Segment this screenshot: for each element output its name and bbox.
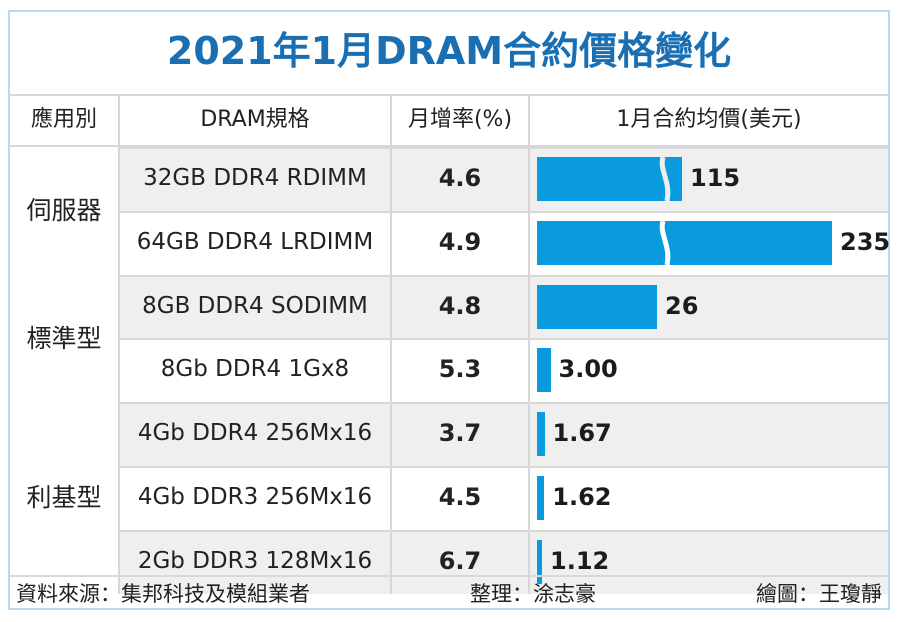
footer-artist: 繪圖：王瓊靜 (756, 582, 882, 606)
spec-cell: 2Gb DDR3 128Mx16 (137, 547, 373, 574)
rate-cell: 6.7 (438, 546, 482, 575)
row-divider (10, 274, 888, 277)
column-divider (528, 95, 530, 594)
rate-cell: 4.9 (438, 227, 482, 256)
bar-break-mark (659, 156, 671, 201)
price-bar (537, 220, 832, 265)
row-divider (120, 338, 888, 341)
footer-editor: 整理：涂志豪 (470, 582, 596, 606)
header-category: 應用別 (10, 95, 118, 145)
price-bar (537, 348, 551, 393)
column-divider (390, 95, 392, 594)
price-label: 115 (690, 164, 741, 192)
title-divider (10, 94, 888, 96)
price-bar (537, 475, 545, 520)
price-bar (537, 412, 545, 457)
row-background (120, 466, 888, 530)
row-divider (120, 529, 888, 532)
row-background (120, 274, 888, 339)
spec-cell: 32GB DDR4 RDIMM (143, 165, 367, 191)
spec-cell: 4Gb DDR3 256Mx16 (137, 484, 373, 510)
row-divider (10, 147, 888, 149)
price-label: 235 (840, 227, 891, 256)
row-divider (120, 210, 888, 213)
row-background (120, 402, 888, 466)
column-divider (118, 95, 120, 594)
price-label: 1.12 (550, 546, 610, 575)
category-cell: 標準型 (10, 274, 118, 403)
price-bar (537, 539, 543, 584)
price-label: 26 (665, 291, 699, 320)
price-bar (537, 156, 682, 201)
header-spec: DRAM規格 (120, 95, 390, 145)
price-bar (537, 284, 657, 329)
infographic-frame: 2021年1月DRAM合約價格變化 應用別 DRAM規格 月增率(%) 1月合約… (8, 10, 890, 610)
spec-cell: 64GB DDR4 LRDIMM (136, 228, 374, 255)
header-price: 1月合約均價(美元) (530, 95, 888, 145)
spec-cell: 8GB DDR4 SODIMM (142, 292, 368, 319)
row-background (120, 338, 888, 403)
price-label: 1.67 (552, 419, 612, 448)
rate-cell: 3.7 (438, 419, 482, 448)
rate-cell: 4.5 (438, 483, 482, 511)
category-cell: 利基型 (10, 402, 118, 594)
row-divider (120, 466, 888, 468)
row-divider (10, 402, 888, 405)
row-background (120, 147, 888, 211)
chart-title: 2021年1月DRAM合約價格變化 (166, 29, 732, 73)
rate-cell: 4.8 (438, 291, 482, 320)
price-label: 1.62 (552, 483, 612, 511)
spec-cell: 8Gb DDR4 1Gx8 (160, 356, 350, 383)
header-divider (10, 145, 888, 147)
footer: 資料來源：集邦科技及模組業者 整理：涂志豪 繪圖：王瓊靜 (10, 575, 888, 612)
row-background (120, 529, 888, 594)
bar-break-mark (659, 220, 671, 265)
header-rate: 月增率(%) (392, 95, 528, 145)
rate-cell: 5.3 (438, 355, 482, 384)
price-label: 3.00 (558, 355, 618, 384)
rate-cell: 4.6 (438, 164, 482, 192)
footer-source: 資料來源：集邦科技及模組業者 (16, 582, 310, 606)
category-cell: 伺服器 (10, 147, 118, 275)
spec-cell: 4Gb DDR4 256Mx16 (137, 420, 373, 447)
